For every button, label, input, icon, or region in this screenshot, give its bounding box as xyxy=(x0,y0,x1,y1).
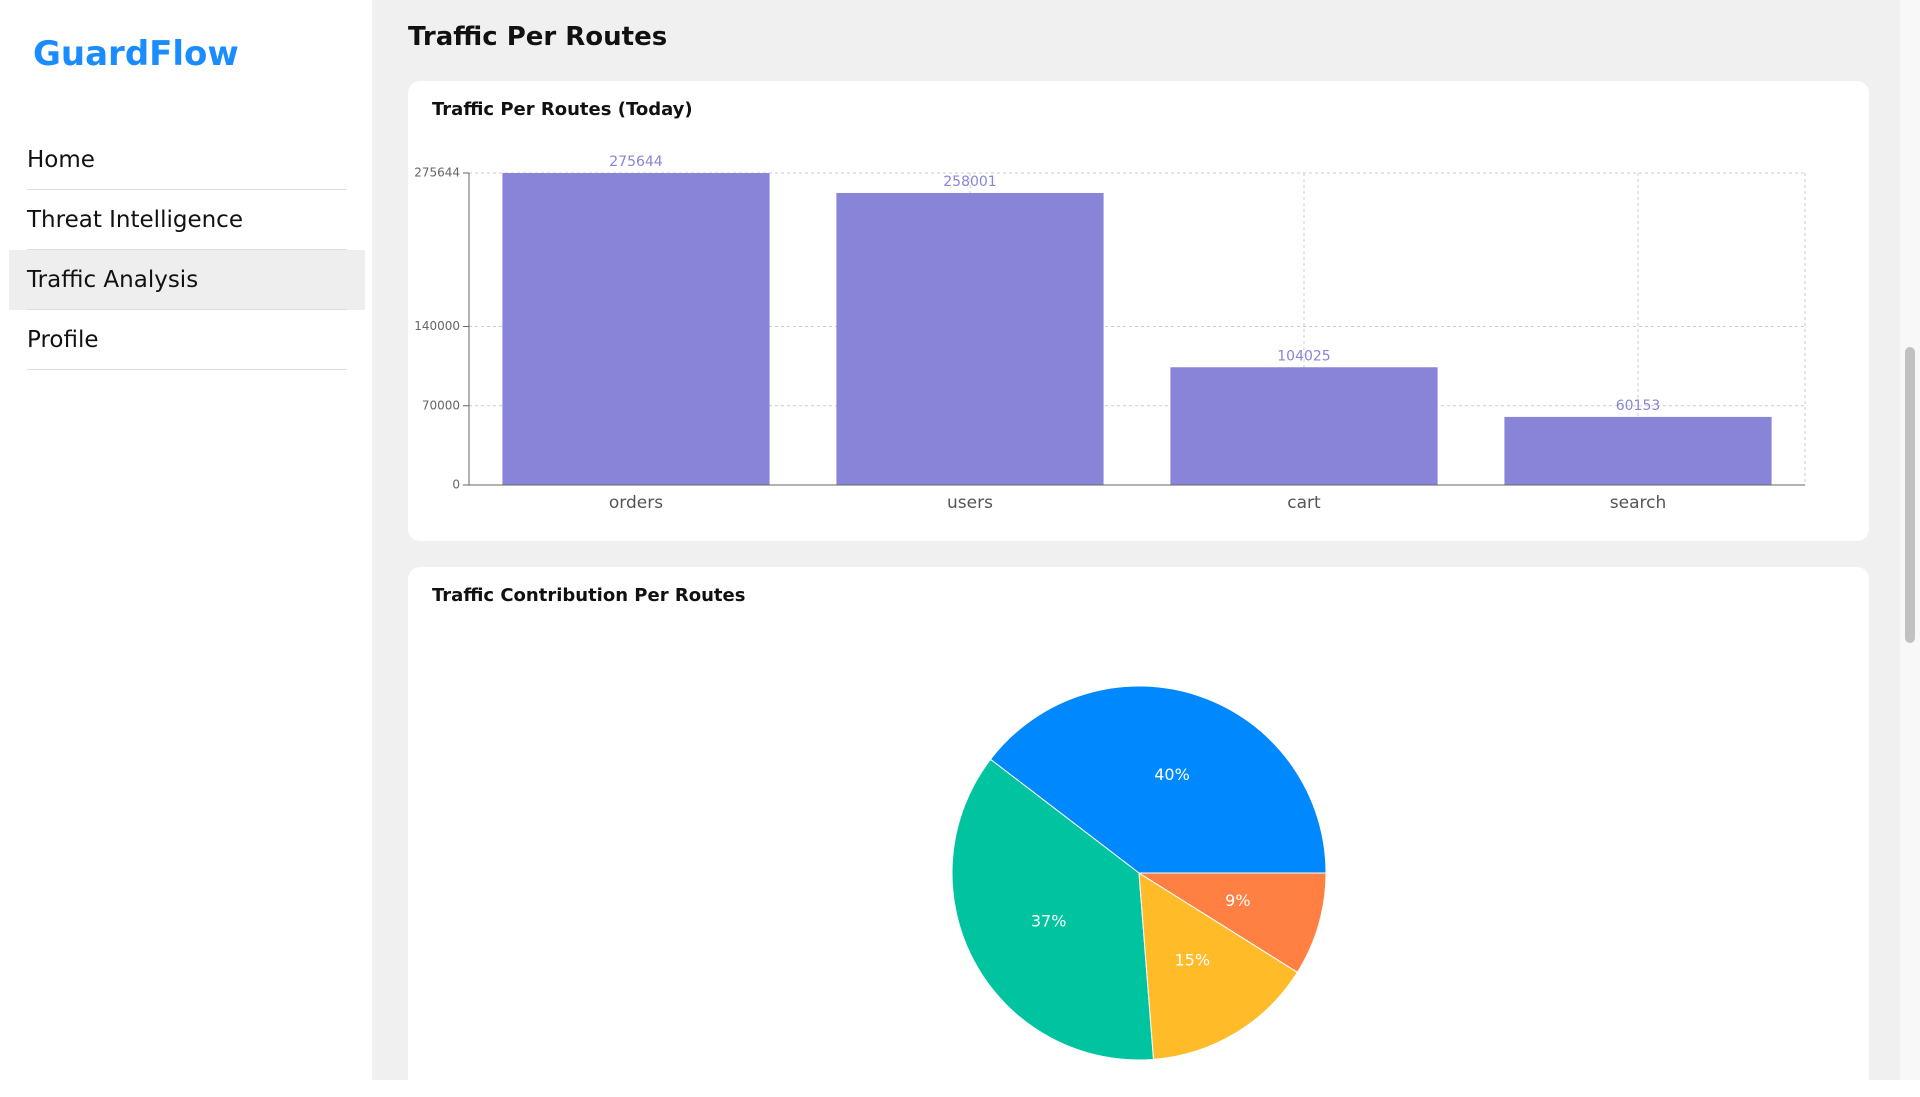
nav-label[interactable]: Threat Intelligence xyxy=(27,207,243,233)
nav-label[interactable]: Traffic Analysis xyxy=(27,267,199,293)
page-title: Traffic Per Routes xyxy=(408,22,668,52)
nav-item[interactable]: Profile xyxy=(9,310,365,370)
nav-item[interactable]: Home xyxy=(9,130,365,190)
card: Traffic Per Routes (Today) xyxy=(408,81,1869,541)
nav-item[interactable]: Traffic Analysis xyxy=(9,250,365,310)
nav-label[interactable]: Home xyxy=(27,147,95,173)
sidebar: GuardFlow Home Threat Intelligence Traff… xyxy=(0,0,372,1080)
chart-title: Traffic Per Routes (Today) xyxy=(432,99,693,120)
card: Traffic Contribution Per Routes xyxy=(408,567,1869,1097)
nav-item[interactable]: Threat Intelligence xyxy=(9,190,365,250)
nav-label[interactable]: Profile xyxy=(27,327,99,353)
brand[interactable]: GuardFlow xyxy=(33,34,239,74)
scroll-thumb[interactable] xyxy=(1905,347,1915,643)
main: Traffic Per Routes Traffic Per Routes (T… xyxy=(372,0,1900,1097)
chart-title: Traffic Contribution Per Routes xyxy=(432,585,746,606)
